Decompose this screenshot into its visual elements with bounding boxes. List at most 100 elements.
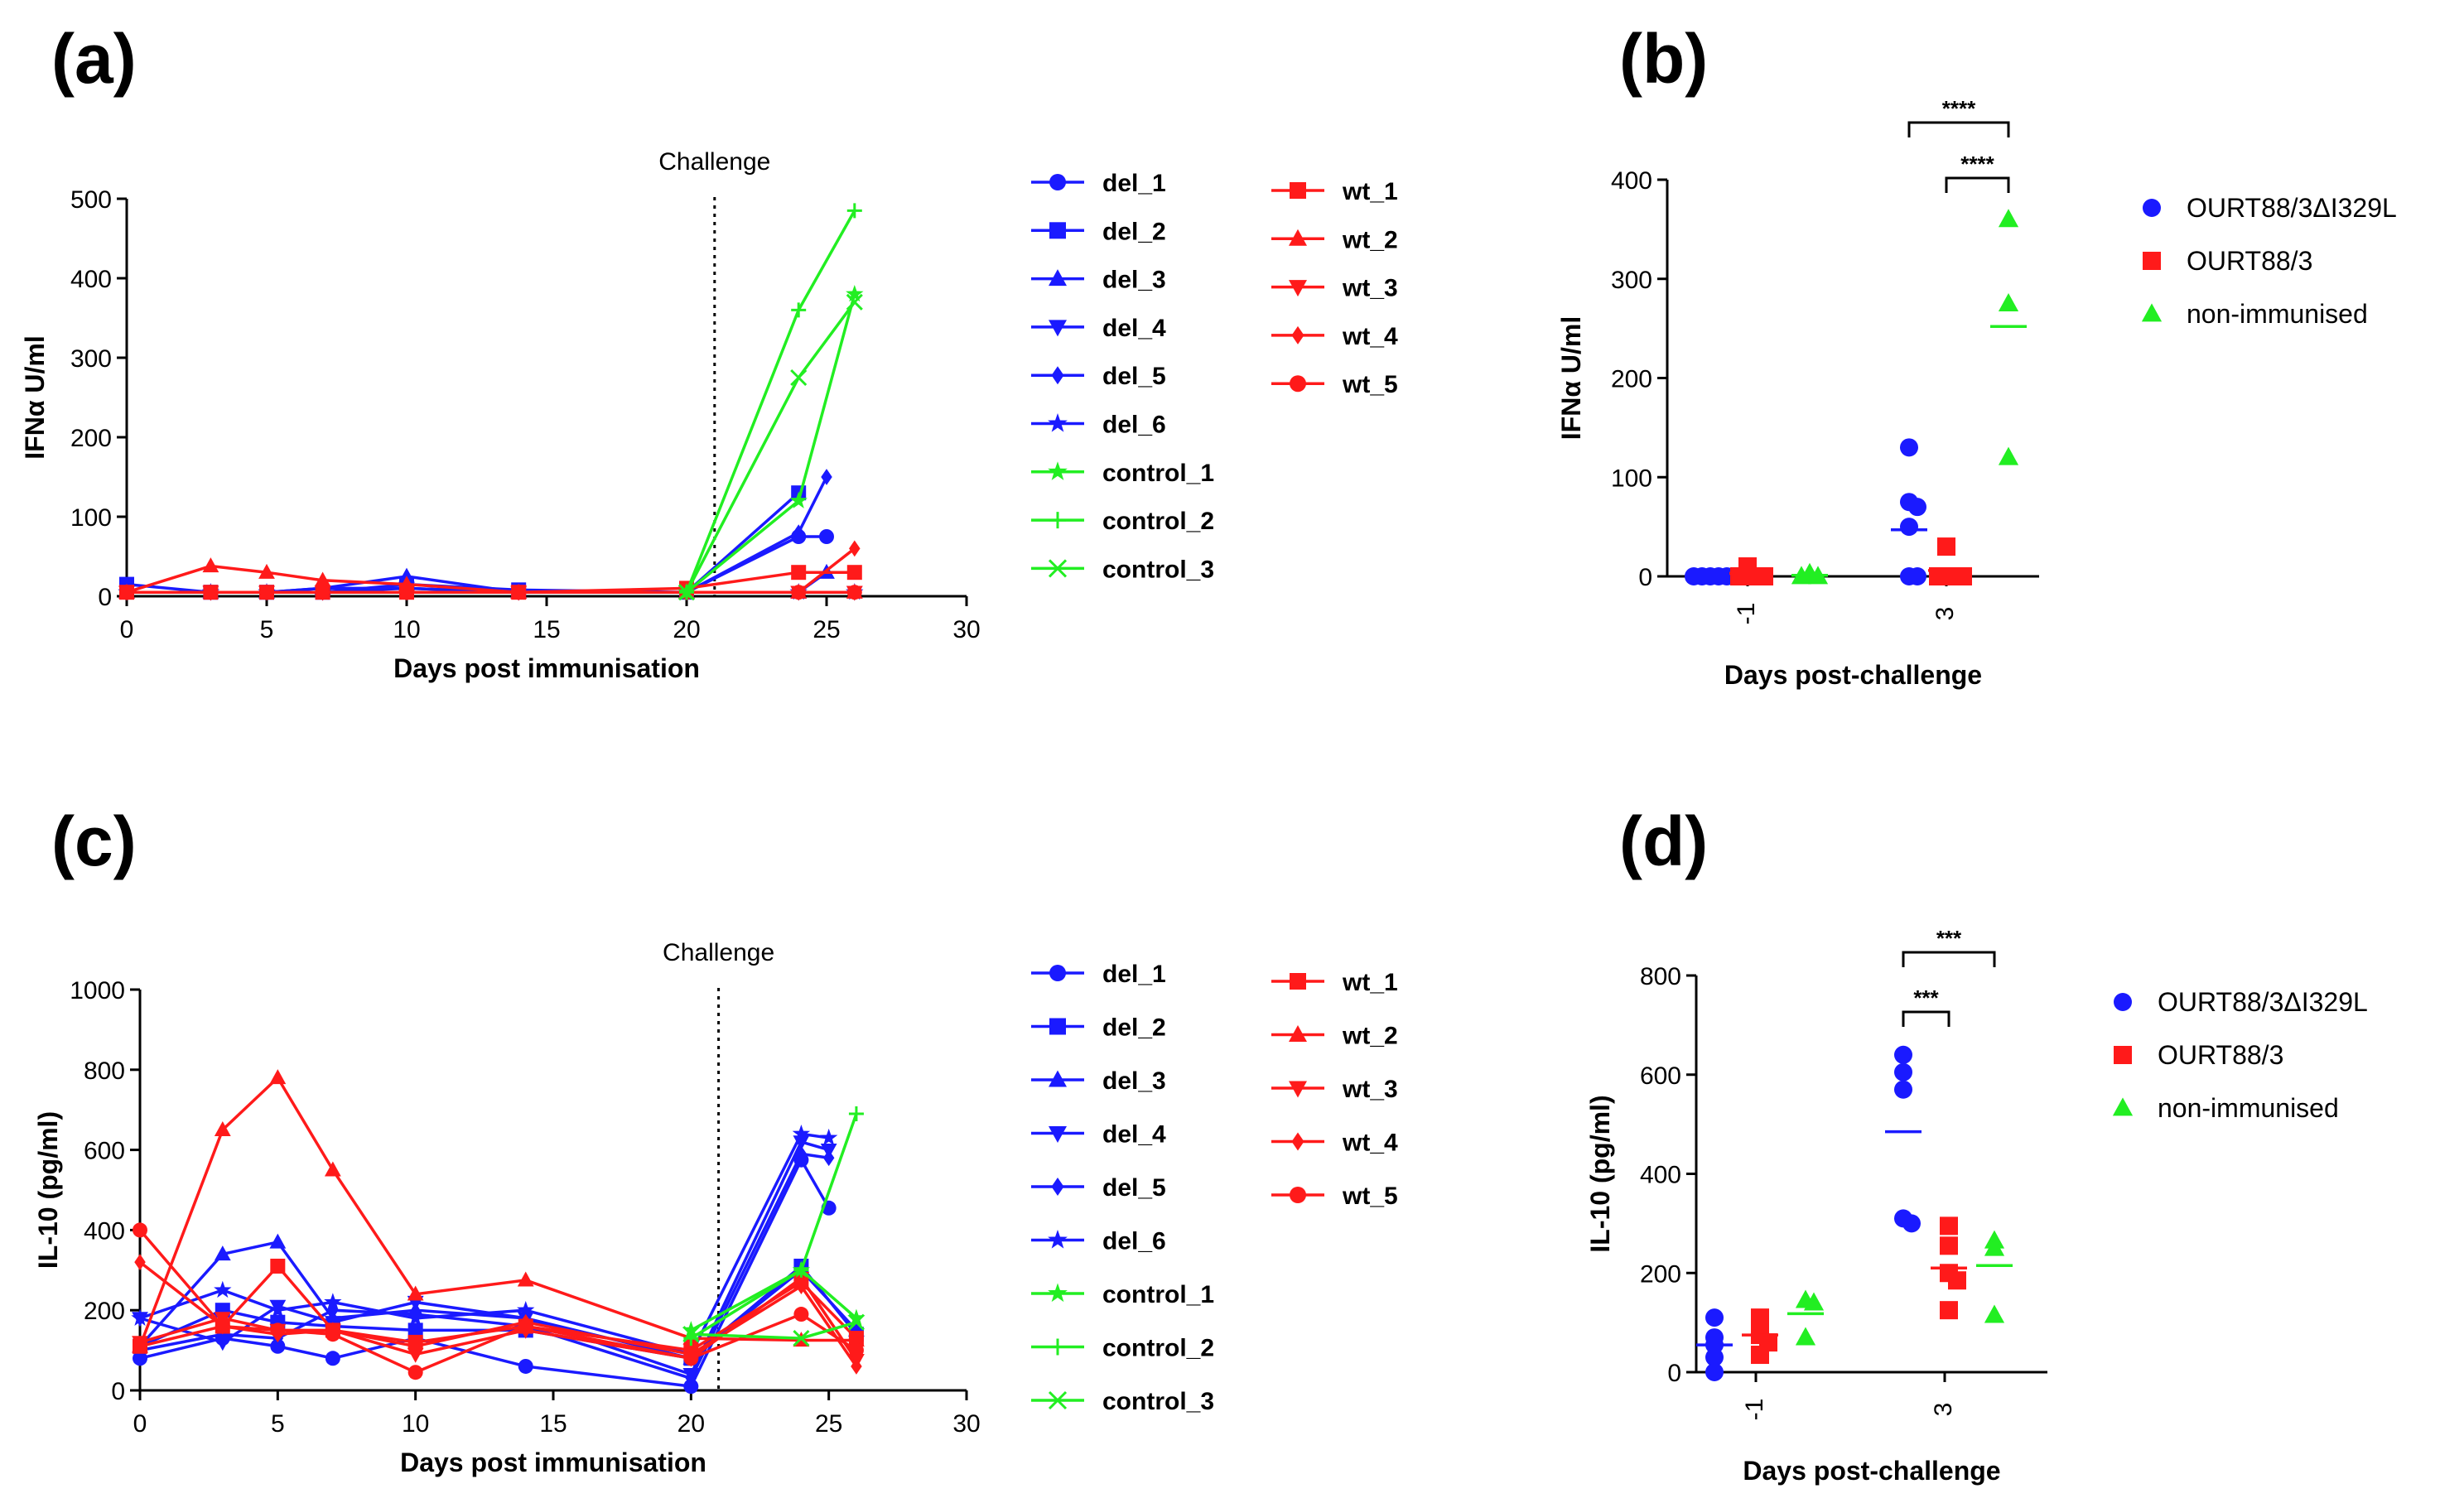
y-tick-label: 0 [1638, 564, 1652, 591]
data-point-wt_2 [258, 563, 275, 579]
legend-c: del_1 del_2 del_3 del_4 del_5 del_6 wt_1 wt_2wt… [1031, 961, 1398, 1415]
data-point-wt_2 [324, 1161, 341, 1177]
legend-label-wt: OURT88/3 [2187, 246, 2312, 276]
y-tick-label: 400 [1611, 167, 1652, 195]
series-line-wt_4 [127, 547, 856, 594]
data-point-del [1908, 567, 1926, 585]
legend-label-wt_4: wt_4 [1342, 323, 1398, 350]
series-wt_1 [119, 565, 862, 600]
legend-marker-wt_2 [1289, 229, 1307, 246]
data-point-del [1900, 518, 1918, 537]
y-axis-title: IL-10 (pg/ml) [33, 1111, 63, 1269]
data-point-wt [1755, 567, 1773, 585]
data-point-control_3 [846, 293, 863, 311]
legend-label-del_3: del_3 [1102, 267, 1166, 294]
data-point-control_1 [789, 491, 808, 508]
data-point-wt_2 [214, 1121, 231, 1137]
data-point-control [1984, 1237, 2005, 1256]
x-tick-label: 20 [677, 1410, 705, 1438]
legend-label-wt_3: wt_3 [1342, 1076, 1398, 1103]
series-del_4 [132, 1135, 837, 1383]
data-point-wt_5 [518, 1318, 533, 1334]
legend-marker-del_2 [1049, 222, 1066, 239]
x-tick-label: 15 [533, 616, 560, 643]
data-point-del_2 [407, 1322, 423, 1338]
data-point-del_6 [214, 1280, 232, 1298]
data-point-wt_5 [259, 585, 274, 600]
legend-label-control_2: control_2 [1102, 1335, 1214, 1362]
data-point-del [1900, 438, 1918, 457]
legend-label-del_2: del_2 [1102, 218, 1166, 245]
series-wt_5 [119, 585, 862, 600]
x-tick-label: 5 [271, 1410, 285, 1438]
data-point-control_2 [846, 203, 862, 219]
x-tick-label: -1 [1741, 1399, 1768, 1421]
legend-label-wt_5: wt_5 [1342, 371, 1398, 398]
panel-a: (a) 0 100 200 300 400 500 0 5 10 15 20 25 30 Days pos… [20, 20, 1398, 683]
data-point-wt_2 [407, 1285, 424, 1301]
y-tick-label: 1000 [70, 977, 125, 1004]
legend-label-control_3: control_3 [1102, 1388, 1214, 1415]
x-tick-label: 0 [133, 1410, 147, 1438]
y-tick-label: 800 [84, 1057, 125, 1085]
data-point-del [1894, 1080, 1912, 1099]
legend-a: del_1 del_2 del_3 del_4 del_5 del_6 wt_1 wt_2wt… [1031, 170, 1398, 583]
legend-label-del_5: del_5 [1102, 1174, 1166, 1202]
panel-a-label: (a) [51, 20, 137, 98]
data-point-wt [1940, 1216, 1958, 1236]
legend-label-del_2: del_2 [1102, 1014, 1166, 1042]
legend-label-wt_2: wt_2 [1342, 1023, 1398, 1050]
data-point-control_3 [793, 1330, 810, 1347]
data-point-control [1998, 446, 2019, 465]
plot-c: 0 200 400 600 800 1000 0 5 10 15 20 25 30 Days post i… [33, 939, 981, 1477]
legend-label-wt_1: wt_1 [1342, 178, 1398, 205]
data-point-control_2 [791, 302, 807, 318]
legend-label-del_1: del_1 [1102, 961, 1166, 988]
data-point-del_1 [325, 1351, 340, 1366]
legend-label-del_4: del_4 [1102, 315, 1166, 342]
legend-marker-control_1 [1048, 1283, 1068, 1303]
data-point-wt_2 [314, 571, 331, 587]
y-tick-label: 300 [70, 345, 112, 373]
legend-marker-del [2114, 993, 2132, 1011]
legend-marker-del_6 [1048, 413, 1068, 432]
legend-marker-del_1 [1049, 965, 1066, 981]
data-point-del_6 [131, 1308, 149, 1326]
legend-label-del: OURT88/3ΔI329L [2158, 987, 2368, 1017]
series-line-del_5 [127, 476, 828, 594]
series-wt_5 [133, 1222, 864, 1380]
x-tick-label: 15 [539, 1410, 567, 1438]
data-point-control_3 [682, 1326, 700, 1343]
data-point-del_6 [819, 1128, 838, 1146]
x-tick-label: 20 [673, 616, 700, 643]
significance-label: **** [1942, 96, 1976, 121]
data-point-wt_5 [133, 1222, 147, 1238]
data-point-control [1795, 1327, 1816, 1346]
data-point-del_5 [685, 1370, 697, 1387]
panel-d-label: (d) [1619, 802, 1708, 880]
significance-label: **** [1960, 152, 1994, 176]
data-point-wt_4 [134, 1254, 146, 1271]
series-line-del_2 [126, 491, 800, 594]
y-tick-label: 200 [1611, 366, 1652, 393]
legend-label-wt: OURT88/3 [2158, 1040, 2283, 1070]
legend-label-del: OURT88/3ΔI329L [2187, 193, 2397, 223]
x-tick-label: 30 [952, 1410, 980, 1438]
x-tick-label: 25 [815, 1410, 842, 1438]
legend-marker-del_4 [1049, 1126, 1067, 1143]
data-point-wt_3 [132, 1336, 148, 1351]
data-point-wt_5 [325, 1327, 340, 1342]
challenge-label: Challenge [658, 148, 770, 176]
legend-label-control_1: control_1 [1102, 1281, 1214, 1308]
y-tick-label: 600 [1640, 1062, 1681, 1090]
data-point-wt [1751, 1346, 1769, 1365]
legend-marker-control_3 [1048, 559, 1068, 578]
data-point-del_3 [214, 1245, 231, 1261]
x-tick-label: 25 [812, 616, 840, 643]
legend-label-del_4: del_4 [1102, 1121, 1166, 1149]
legend-label-control_1: control_1 [1102, 460, 1214, 487]
legend-marker-wt [2114, 1046, 2132, 1064]
data-point-wt_1 [846, 565, 862, 580]
y-tick-label: 100 [70, 504, 112, 532]
y-tick-label: 200 [70, 425, 112, 452]
